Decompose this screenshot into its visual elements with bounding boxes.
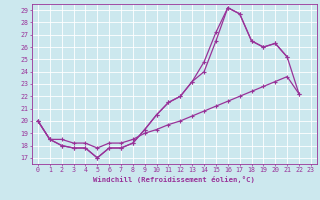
X-axis label: Windchill (Refroidissement éolien,°C): Windchill (Refroidissement éolien,°C)	[93, 176, 255, 183]
